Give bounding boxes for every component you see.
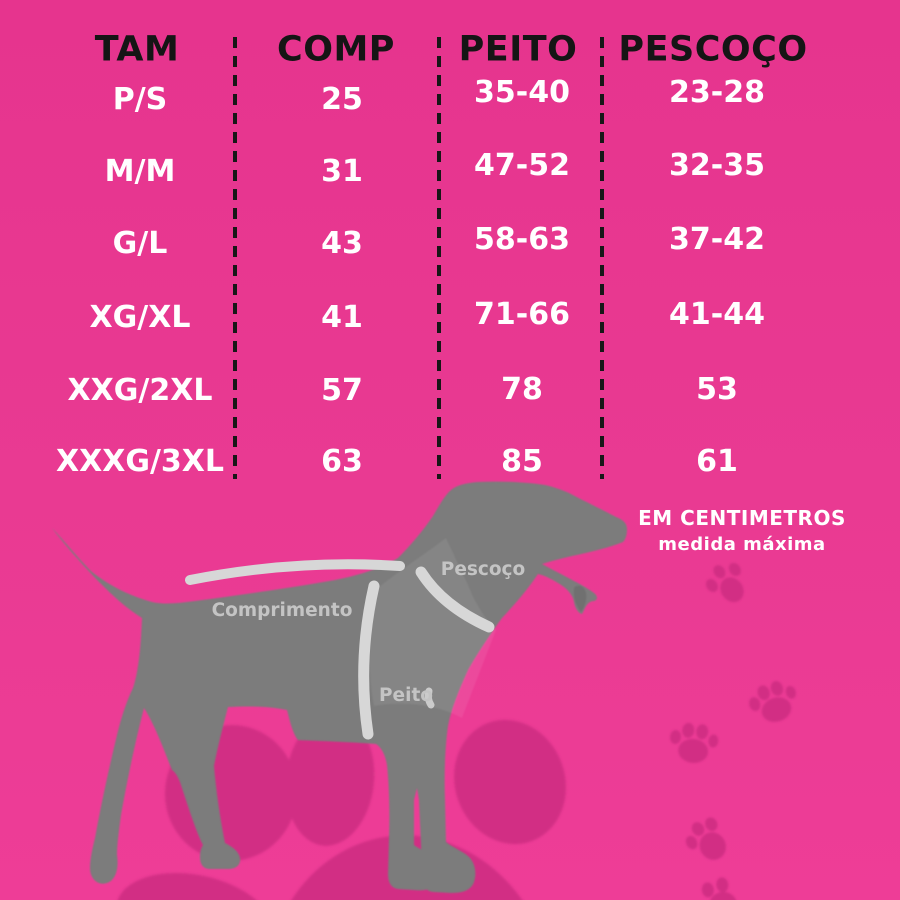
column-divider [233,37,237,479]
size-value: 61 [696,444,738,479]
chest-label: Peito [378,684,434,706]
neck-label: Pescoço [440,558,526,580]
column-header-comp: COMP [277,29,395,70]
chest-band [358,580,380,740]
size-value: 37-42 [669,222,765,257]
column-header-pescoco: PESCOÇO [618,29,808,70]
size-value: 41-44 [669,297,765,332]
size-value: 23-28 [669,75,765,110]
paw-icon [749,681,796,722]
length-label: Comprimento [211,599,353,621]
size-value: 63 [321,444,363,479]
length-line [185,559,405,585]
size-value: 57 [321,373,363,408]
size-value: 31 [321,154,363,189]
size-name: XXXG/3XL [55,444,225,479]
paw-icon [685,817,726,860]
size-value: 71-66 [474,297,570,332]
size-name: XXG/2XL [67,373,213,408]
size-value: 35-40 [474,75,570,110]
size-name: XG/XL [89,300,191,335]
paw-icon [705,562,744,603]
column-header-tam: TAM [94,29,180,70]
tongue [573,585,587,612]
size-value: 53 [696,372,738,407]
units-note: EM CENTIMETROS [638,506,846,530]
small-paw-prints [670,562,796,900]
size-value: 78 [501,372,543,407]
size-value: 47-52 [474,148,570,183]
size-name: P/S [112,82,168,117]
size-value: 32-35 [669,148,765,183]
max-measure-note: medida máxima [658,534,826,555]
neck-band [415,566,495,633]
dog-body [52,481,627,893]
size-value: 41 [321,300,363,335]
size-value: 25 [321,82,363,117]
size-name: M/M [104,154,176,189]
belly-strap-end [424,687,435,709]
column-divider [437,37,441,479]
paw-icon [701,877,738,900]
size-value: 58-63 [474,222,570,257]
column-divider [600,37,604,479]
size-name: G/L [112,226,168,261]
dog-silhouette-icon [52,481,627,893]
size-value: 85 [501,444,543,479]
harness-highlight [369,538,496,718]
paw-icon [670,722,719,763]
column-header-peito: PEITO [458,29,578,70]
measure-bands [185,559,495,740]
size-value: 43 [321,226,363,261]
